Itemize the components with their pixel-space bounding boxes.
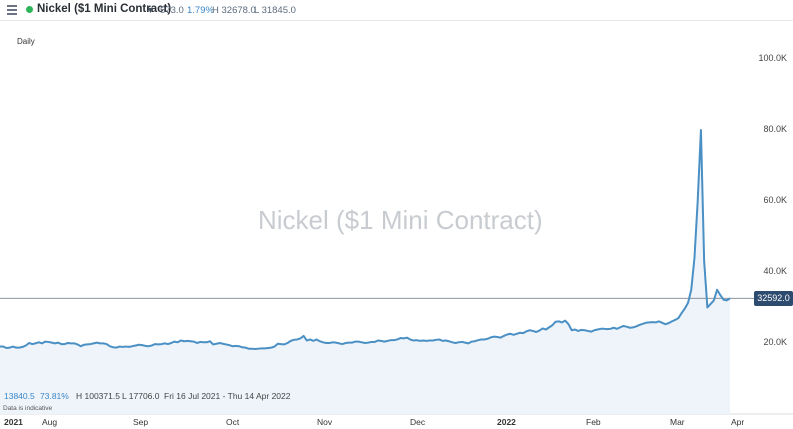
x-tick-label: Aug bbox=[42, 417, 58, 427]
range-change-percent: 73.81% bbox=[40, 391, 69, 401]
y-tick-label: 40.0K bbox=[763, 266, 787, 276]
session-high: H 32678.0 bbox=[212, 5, 256, 16]
chart-watermark: Nickel ($1 Mini Contract) bbox=[258, 205, 543, 235]
x-tick-label: Sep bbox=[133, 417, 149, 427]
current-price-badge: 32592.0 bbox=[754, 290, 793, 306]
y-tick-label: 80.0K bbox=[763, 124, 787, 134]
x-tick-label: Nov bbox=[317, 417, 333, 427]
x-tick-label: 2022 bbox=[497, 417, 516, 427]
chevron-down-icon[interactable]: ▼ bbox=[146, 5, 155, 15]
range-low: L 17706.0 bbox=[122, 391, 160, 401]
instrument-name[interactable]: Nickel ($1 Mini Contract) bbox=[37, 3, 172, 15]
price-change: 573.0 bbox=[160, 5, 184, 16]
market-open-indicator bbox=[26, 6, 33, 13]
x-tick-label: Apr bbox=[731, 417, 745, 427]
y-tick-label: 20.0K bbox=[763, 337, 787, 347]
y-tick-label: 60.0K bbox=[763, 195, 787, 205]
data-indicative-note: Data is indicative bbox=[3, 405, 53, 412]
session-low: L 31845.0 bbox=[254, 5, 296, 16]
toolbar: Nickel ($1 Mini Contract) ▼ 573.0 1.79% … bbox=[0, 0, 793, 21]
range-change: 13840.5 bbox=[4, 391, 35, 401]
date-range: Fri 16 Jul 2021 - Thu 14 Apr 2022 bbox=[164, 391, 291, 401]
price-area-fill bbox=[0, 130, 730, 415]
x-tick-label: Feb bbox=[586, 417, 601, 427]
y-tick-label: 100.0K bbox=[758, 53, 787, 63]
x-tick-label: Mar bbox=[670, 417, 685, 427]
menu-icon[interactable] bbox=[7, 4, 17, 16]
price-change-percent: 1.79% bbox=[187, 5, 214, 16]
x-tick-label: 2021 bbox=[4, 417, 23, 427]
x-tick-label: Oct bbox=[226, 417, 240, 427]
price-series-line bbox=[0, 129, 731, 351]
range-high: H 100371.5 bbox=[76, 391, 120, 401]
chart-interval-label: Daily bbox=[17, 37, 35, 46]
x-tick-label: Dec bbox=[410, 417, 426, 427]
